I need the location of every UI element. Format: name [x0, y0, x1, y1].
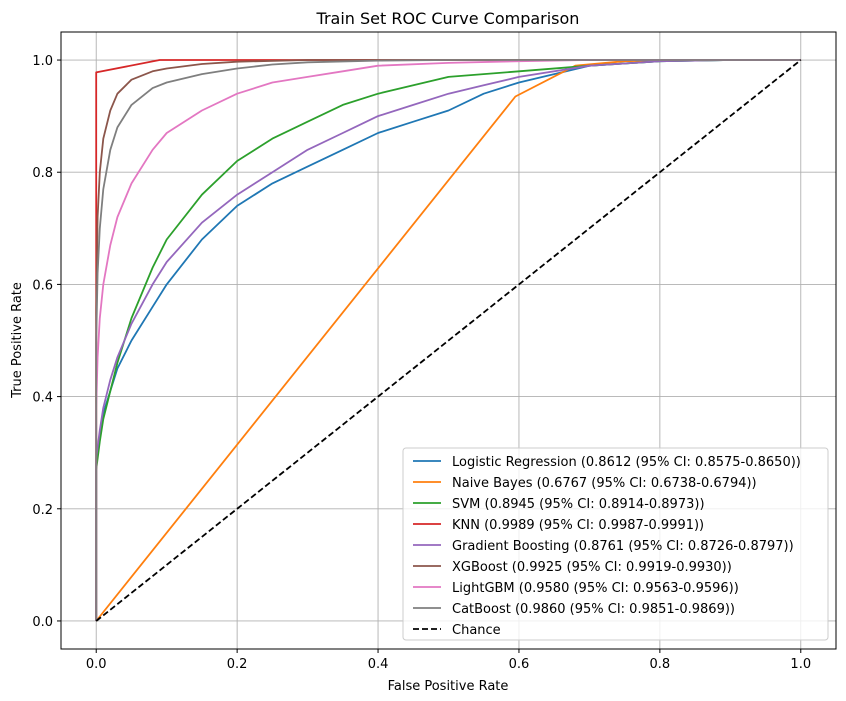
legend-label: Logistic Regression (0.8612 (95% CI: 0.8… — [452, 455, 801, 470]
x-tick-label: 0.0 — [86, 657, 107, 672]
axis-ticks: 0.0 0.2 0.4 0.6 0.8 1.0 0.0 0.2 0.4 0.6 0.8 1.0 — [32, 54, 811, 672]
legend-label: Gradient Boosting (0.8761 (95% CI: 0.872… — [452, 539, 794, 554]
series-line-xgboost — [95, 59, 801, 621]
y-tick-label: 0.2 — [32, 503, 53, 518]
x-tick-label: 0.4 — [368, 657, 389, 672]
legend-box — [402, 447, 829, 641]
plot-frame — [60, 31, 837, 650]
legend-label: CatBoost (0.9860 (95% CI: 0.9851-0.9869)… — [452, 602, 735, 617]
legend-label: Chance — [452, 623, 501, 638]
y-tick-label: 0.8 — [32, 166, 53, 181]
chart-title: Train Set ROC Curve Comparison — [316, 9, 580, 28]
legend: Logistic Regression (0.8612 (95% CI: 0.8… — [402, 447, 829, 641]
x-tick-label: 0.6 — [509, 657, 530, 672]
legend-label: KNN (0.9989 (95% CI: 0.9987-0.9991)) — [452, 518, 704, 533]
y-tick-label: 0.0 — [32, 615, 53, 630]
plot-series — [95, 59, 802, 622]
x-axis-label: False Positive Rate — [388, 679, 509, 694]
series-line-lightgbm — [95, 59, 801, 621]
legend-label: SVM (0.8945 (95% CI: 0.8914-0.8973)) — [452, 497, 705, 512]
legend-label: Naive Bayes (0.6767 (95% CI: 0.6738-0.67… — [452, 476, 757, 491]
y-tick-label: 0.4 — [32, 391, 53, 406]
legend-label: XGBoost (0.9925 (95% CI: 0.9919-0.9930)) — [452, 560, 732, 575]
legend-label: LightGBM (0.9580 (95% CI: 0.9563-0.9596)… — [452, 581, 739, 596]
y-axis-label: True Positive Rate — [10, 282, 25, 399]
x-tick-label: 1.0 — [790, 657, 811, 672]
series-line-gradient-boosting — [95, 59, 801, 621]
series-line-catboost — [95, 59, 801, 621]
y-tick-label: 1.0 — [32, 54, 53, 69]
x-tick-label: 0.2 — [227, 657, 248, 672]
x-tick-label: 0.8 — [650, 657, 671, 672]
series-line-chance — [95, 59, 802, 622]
y-tick-label: 0.6 — [32, 278, 53, 293]
series-line-svm — [95, 59, 801, 621]
